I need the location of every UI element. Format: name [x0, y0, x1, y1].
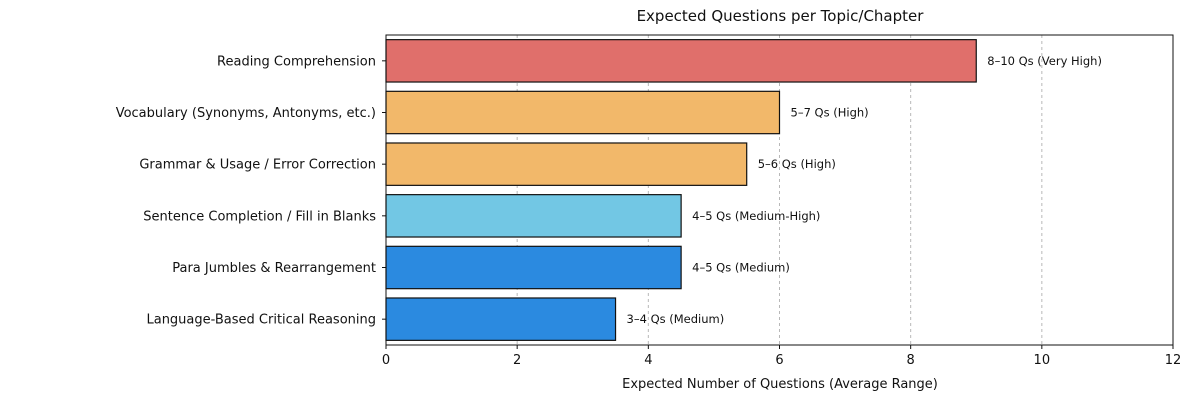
category-label: Language-Based Critical Reasoning [146, 313, 376, 328]
chart-title: Expected Questions per Topic/Chapter [637, 7, 925, 25]
grid-lines [516, 35, 1043, 345]
x-axis-ticks: 0 2 4 6 8 10 12 [382, 345, 1181, 368]
bar-data-label: 5–6 Qs (High) [758, 157, 836, 171]
x-tick-label: 6 [775, 353, 783, 368]
bars [385, 39, 977, 341]
x-tick-label: 0 [382, 353, 390, 368]
category-label: Sentence Completion / Fill in Blanks [143, 209, 376, 224]
x-tick-label: 8 [907, 353, 915, 368]
bar [385, 194, 682, 238]
x-axis-label: Expected Number of Questions (Average Ra… [622, 377, 938, 392]
bar [385, 142, 748, 186]
bar [385, 90, 781, 135]
x-tick-label: 4 [644, 353, 652, 368]
category-label: Grammar & Usage / Error Correction [139, 158, 376, 173]
bar-data-label: 8–10 Qs (Very High) [987, 54, 1102, 68]
x-tick-label: 12 [1165, 353, 1182, 368]
bar [385, 297, 617, 341]
bar-data-label: 4–5 Qs (Medium) [692, 261, 790, 275]
category-label: Reading Comprehension [217, 54, 376, 69]
bar [385, 245, 682, 290]
y-axis-categories: Reading Comprehension Vocabulary (Synonym… [116, 54, 386, 328]
category-label: Vocabulary (Synonyms, Antonyms, etc.) [116, 106, 376, 121]
bar [385, 39, 977, 83]
bar-data-label: 4–5 Qs (Medium-High) [692, 209, 820, 223]
bar-data-label: 5–7 Qs (High) [791, 106, 869, 120]
data-labels: 8–10 Qs (Very High) 5–7 Qs (High) 5–6 Qs (… [627, 54, 1102, 326]
x-tick-label: 2 [513, 353, 521, 368]
x-tick-label: 10 [1034, 353, 1051, 368]
category-label: Para Jumbles & Rearrangement [172, 261, 376, 276]
bar-data-label: 3–4 Qs (Medium) [627, 312, 725, 326]
